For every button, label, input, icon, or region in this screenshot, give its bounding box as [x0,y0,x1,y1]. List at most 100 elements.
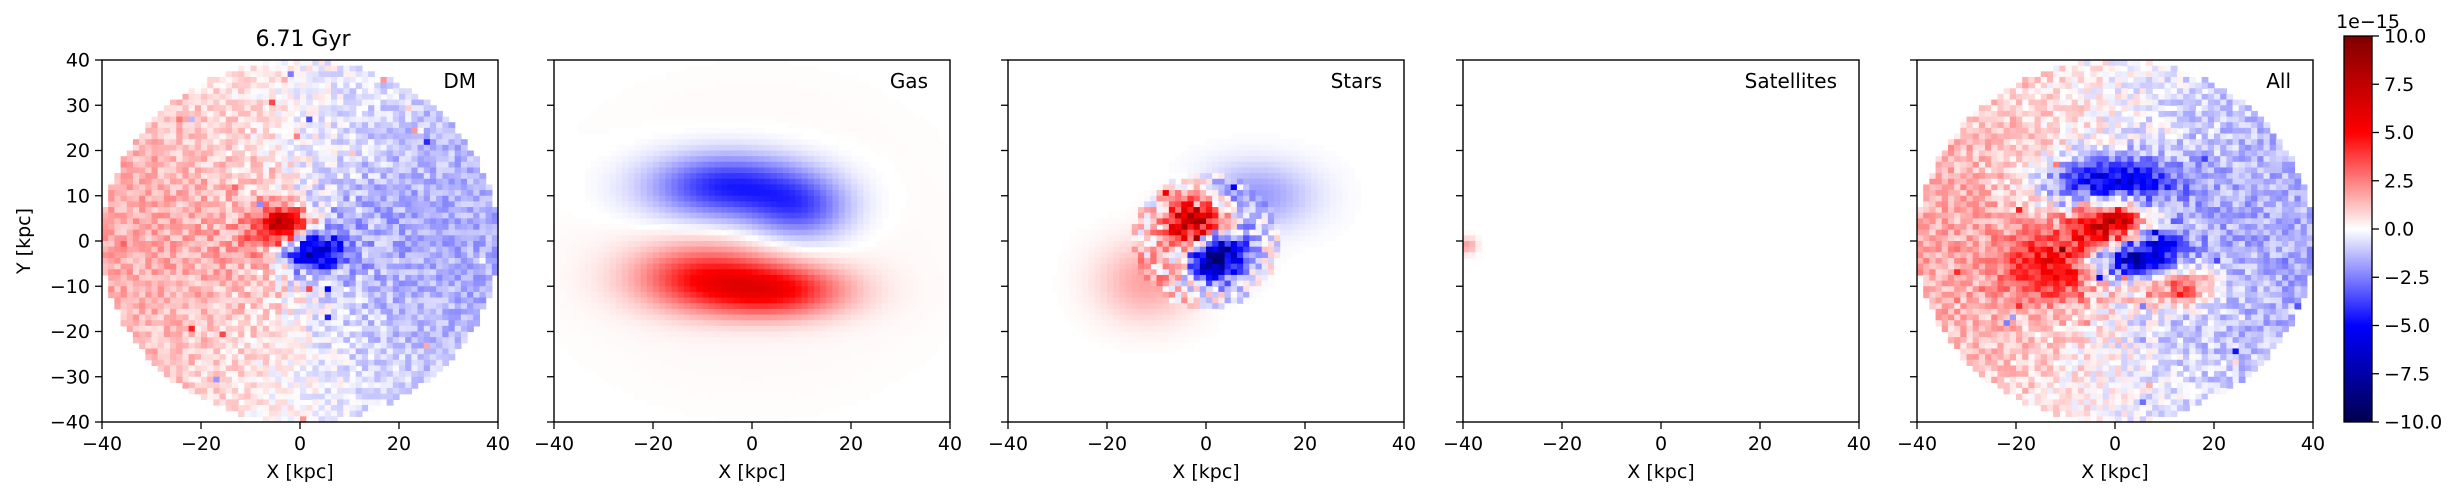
heatmap-cell [380,190,388,197]
heatmap-cell [429,291,437,299]
heatmap-cell [683,167,691,174]
heatmap-cell [801,144,809,152]
heatmap-cell [758,241,765,248]
heatmap-cell [690,88,697,95]
heatmap-cell [448,133,456,140]
heatmap-cell [170,320,177,327]
heatmap-cell [411,331,419,338]
heatmap-cell [467,235,474,242]
heatmap-cell [789,195,796,203]
heatmap-cell [714,65,722,72]
heatmap-cell [219,224,227,231]
heatmap-cell [479,257,487,265]
heatmap-cell [392,195,400,203]
heatmap-cell [368,320,375,327]
heatmap-cell [708,161,716,169]
heatmap-cell [343,348,351,355]
heatmap-cell [423,331,431,338]
heatmap-cell [429,229,437,236]
heatmap-cell [374,371,382,378]
heatmap-cell [269,297,276,304]
heatmap-cell [281,320,289,327]
heatmap-cell [318,201,326,208]
heatmap-cell [832,105,840,112]
heatmap-cell [919,195,926,203]
heatmap-cell [157,150,165,157]
heatmap-cell [423,167,431,174]
heatmap-cell [844,76,852,84]
heatmap-cell [900,235,908,242]
heatmap-cell [429,359,437,367]
heatmap-cell [157,314,165,321]
heatmap-cell [176,99,184,106]
heatmap-cell [157,325,165,333]
heatmap-cell [207,82,214,89]
heatmap-cell [423,269,431,276]
heatmap-cell [238,291,245,299]
heatmap-cell [275,88,283,95]
heatmap-cell [163,150,171,157]
heatmap-cell [386,314,394,321]
heatmap-cell [454,280,462,287]
heatmap-cell [349,269,357,276]
heatmap-cell [683,241,691,248]
heatmap-cell [399,224,406,231]
heatmap-cell [820,105,827,112]
heatmap-cell [201,269,208,276]
heatmap-cell [231,167,239,174]
heatmap-cell [256,286,264,293]
heatmap-cell [182,382,190,389]
heatmap-cell [764,144,772,152]
heatmap-cell [943,235,951,242]
heatmap-cell [231,325,239,333]
heatmap-cell [145,133,153,140]
heatmap-cell [739,207,747,214]
heatmap-cell [460,235,468,242]
heatmap-cell [782,195,790,203]
heatmap-cell [405,297,412,304]
heatmap-cell [454,167,462,174]
heatmap-cell [318,314,326,321]
heatmap-cell [306,71,313,78]
heatmap-cell [801,167,809,174]
heatmap-cell [231,314,239,321]
heatmap-cell [231,195,239,203]
heatmap-cell [151,291,159,299]
heatmap-cell [256,224,264,231]
heatmap-cell [163,297,171,304]
heatmap-cell [219,212,227,219]
heatmap-cell [250,269,258,276]
heatmap-cell [764,257,772,265]
heatmap-cell [826,241,834,248]
heatmap-cell [262,139,270,146]
heatmap-cell [844,224,852,231]
heatmap-cell [429,178,437,186]
heatmap-cell [275,161,283,169]
heatmap-cell [318,257,326,265]
heatmap-cell [448,229,456,236]
heatmap-cell [826,105,834,112]
heatmap-cell [343,246,351,253]
heatmap-cell [163,161,171,169]
heatmap-cell [151,133,159,140]
heatmap-cell [368,161,375,169]
heatmap-cell [207,127,214,135]
heatmap-cell [925,161,933,169]
heatmap-cell [182,116,190,123]
heatmap-cell [225,365,233,372]
heatmap-cell [659,150,666,157]
heatmap-cell [337,303,344,310]
heatmap-cell [869,127,877,135]
heatmap-cell [151,139,159,146]
heatmap-cell [157,320,165,327]
heatmap-cell [225,325,233,333]
heatmap-cell [659,252,666,259]
heatmap-cell [795,212,803,219]
heatmap-cell [411,314,419,321]
heatmap-cell [337,144,344,152]
heatmap-cell [820,88,827,95]
heatmap-cell [275,71,283,78]
heatmap-cell [690,212,697,219]
heatmap-cell [213,93,221,101]
heatmap-cell [176,173,184,180]
